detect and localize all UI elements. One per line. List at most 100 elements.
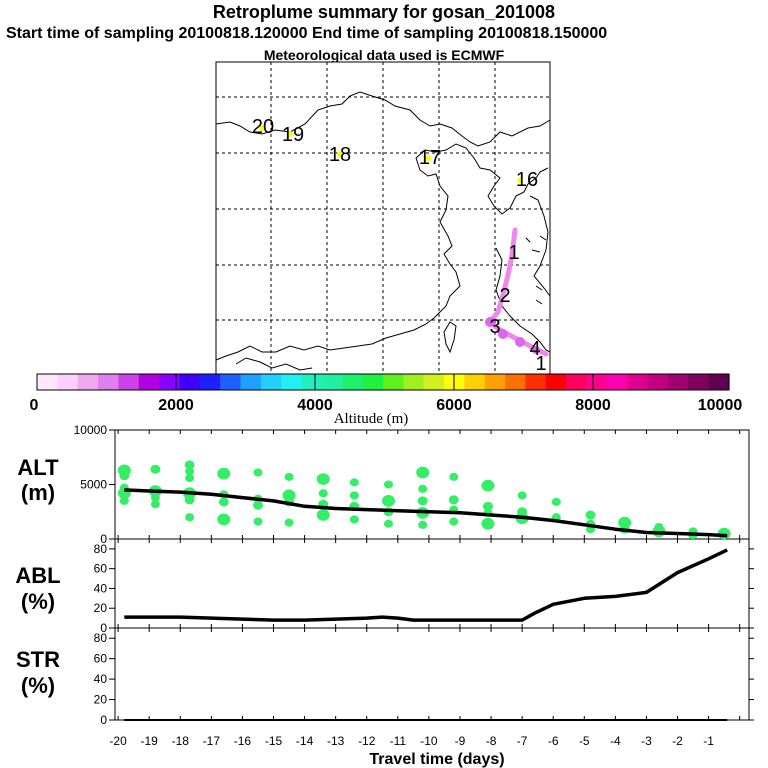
- colorbar-swatch: [159, 374, 181, 390]
- x-tick-label: -6: [548, 734, 559, 748]
- plume-point: [316, 509, 330, 521]
- coastlines: [215, 91, 551, 371]
- plume-point: [217, 467, 231, 480]
- day-label: 18: [329, 144, 351, 166]
- x-tick-label: -10: [420, 734, 438, 748]
- colorbar-swatch: [383, 374, 404, 390]
- colorbar-swatch: [199, 374, 221, 390]
- plume-point: [383, 519, 393, 528]
- trajectory-map: 1 2 3 4 1 16 17 18 19 20: [215, 61, 551, 375]
- colorbar-swatch: [525, 374, 547, 390]
- y-tick-label: 60: [94, 652, 108, 666]
- plume-point: [150, 464, 161, 474]
- plume-point: [618, 516, 632, 529]
- x-tick-label: -1: [703, 734, 714, 748]
- plume-point: [585, 510, 596, 520]
- colorbar-swatch: [606, 374, 628, 390]
- x-tick-label: -7: [517, 734, 528, 748]
- y-tick-label: 60: [94, 562, 108, 576]
- plume-point: [383, 480, 393, 489]
- day-label: 4: [529, 338, 540, 360]
- plume-point: [349, 478, 359, 487]
- x-tick-label: -8: [486, 734, 497, 748]
- plume-point: [252, 500, 263, 510]
- plume-point: [284, 472, 294, 481]
- plume-point: [381, 495, 395, 507]
- plume-point: [119, 496, 129, 505]
- alt-panel-unit: (m): [21, 480, 55, 505]
- colorbar-tick-label: 8000: [575, 397, 611, 414]
- chart-title: Retroplume summary for gosan_201008: [212, 2, 556, 22]
- x-tick-label: -5: [579, 734, 590, 748]
- colorbar-swatch: [362, 374, 384, 390]
- colorbar-swatch: [301, 374, 323, 390]
- colorbar-swatch: [240, 374, 262, 390]
- day-label: 16: [516, 169, 538, 191]
- colorbar-swatch: [77, 374, 99, 390]
- abl-panel-unit: (%): [21, 589, 55, 614]
- altitude-colorbar: [37, 374, 730, 390]
- colorbar-tick-label: 4000: [297, 397, 333, 414]
- panel-frames: [114, 429, 750, 721]
- colorbar-swatch: [57, 374, 79, 390]
- y-tick-label: 40: [94, 581, 108, 595]
- x-tick-label: -13: [327, 734, 345, 748]
- x-tick-label: -11: [390, 734, 407, 748]
- colorbar-swatch: [118, 374, 140, 390]
- plume-point: [349, 491, 359, 500]
- colorbar-swatch: [281, 374, 303, 390]
- plume-point: [150, 493, 160, 502]
- plume-point: [481, 517, 495, 530]
- colorbar-swatch: [403, 374, 425, 390]
- colorbar-swatch: [586, 374, 608, 390]
- plume-point: [184, 495, 195, 505]
- y-tick-label: 20: [94, 693, 108, 707]
- str-panel-unit: (%): [21, 673, 55, 698]
- day-label: 19: [282, 124, 304, 146]
- plume-point: [449, 517, 459, 526]
- plume-point: [253, 468, 263, 477]
- colorbar-tick-label: 6000: [436, 397, 472, 414]
- y-tick-label: 10000: [74, 423, 108, 437]
- colorbar-swatch: [647, 374, 669, 390]
- trajectory-point: [485, 317, 495, 327]
- x-tick-label: -16: [234, 734, 252, 748]
- trajectory-point: [532, 346, 540, 354]
- plume-point: [417, 496, 428, 506]
- colorbar-swatch: [321, 374, 343, 390]
- colorbar-swatch: [260, 374, 282, 390]
- y-tick-label: 80: [94, 542, 108, 556]
- colorbar-swatch: [545, 374, 567, 390]
- y-tick-label: 80: [94, 631, 108, 645]
- x-tick-label: -18: [172, 734, 190, 748]
- trajectory-point: [515, 337, 525, 347]
- day-label: 20: [252, 116, 274, 138]
- abl-panel-label: ABL: [15, 563, 60, 588]
- colorbar-swatch: [627, 374, 649, 390]
- plume-point: [349, 515, 359, 524]
- colorbar-swatch: [708, 374, 730, 390]
- plume-point: [316, 473, 330, 485]
- panel-labels: ALT (m) ABL (%) STR (%): [15, 455, 60, 698]
- colorbar-swatch: [688, 374, 710, 390]
- colorbar-swatch: [505, 374, 527, 390]
- x-tick-label: -14: [296, 734, 314, 748]
- plume-point: [517, 491, 527, 500]
- x-tick-label: -19: [141, 734, 159, 748]
- x-tick-label: -17: [203, 734, 221, 748]
- day-label: 1: [535, 353, 546, 375]
- plume-point: [185, 513, 195, 522]
- met-data-note: Meteorological data used is ECMWF: [263, 47, 505, 63]
- colorbar-ticks: 0 2000 4000 6000 8000 10000: [30, 397, 743, 414]
- colorbar-frame: [36, 373, 730, 391]
- str-panel-label: STR: [16, 647, 60, 672]
- colorbar-swatch: [37, 374, 58, 390]
- plume-point: [217, 513, 231, 526]
- plume-point: [318, 489, 328, 498]
- x-tick-label: -3: [641, 734, 652, 748]
- colorbar-tick-label: 2000: [158, 397, 194, 414]
- plume-point: [416, 466, 430, 479]
- x-tick-label: -20: [109, 734, 127, 748]
- x-tick-label: -9: [455, 734, 466, 748]
